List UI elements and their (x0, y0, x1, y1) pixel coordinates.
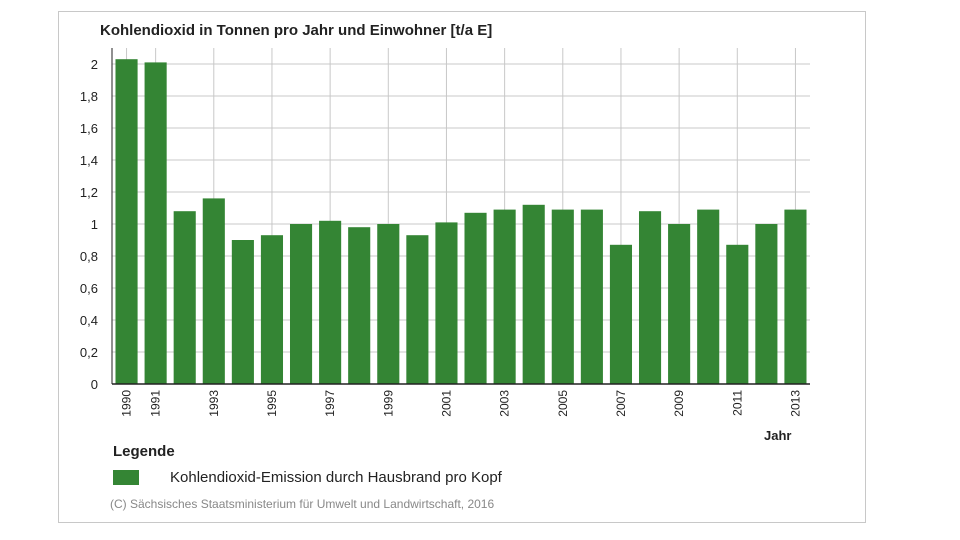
bar-2013 (784, 209, 807, 384)
y-tick-label: 1,6 (80, 121, 98, 136)
x-tick-label: 1991 (149, 390, 163, 417)
legend-title: Legende (113, 443, 175, 460)
y-tick-label: 0 (91, 377, 98, 392)
y-tick-label: 2 (91, 57, 98, 72)
x-tick-label: 2011 (730, 390, 744, 416)
bar-1997 (319, 220, 342, 384)
y-tick-label: 1 (91, 217, 98, 232)
bar-1993 (202, 198, 225, 384)
x-tick-label: 1997 (323, 390, 337, 417)
x-tick-label: 1995 (265, 390, 279, 417)
legend-label: Kohlendioxid-Emission durch Hausbrand pr… (170, 469, 502, 486)
copyright-notice: (C) Sächsisches Staatsministerium für Um… (110, 497, 495, 511)
y-tick-labels: 0 0,2 0,4 0,6 0,8 1 1,2 1,4 1,6 1,8 2 (80, 57, 98, 392)
y-tick-label: 0,6 (80, 281, 98, 296)
x-tick-label: 2005 (556, 390, 570, 417)
x-tick-labels: 1990 1991 1993 1995 1997 1999 2001 2003 2005 2007… (120, 390, 803, 417)
bar-2012 (755, 224, 778, 384)
axes (111, 48, 810, 385)
bar-1995 (260, 235, 284, 384)
x-tick-label: 1999 (381, 390, 395, 417)
bar-2007 (609, 244, 633, 384)
bar-1991 (144, 62, 167, 385)
x-axis-label: Jahr (764, 428, 792, 443)
y-tick-label: 0,2 (80, 345, 98, 360)
chart-title: Kohlendioxid in Tonnen pro Jahr und Einw… (100, 22, 493, 39)
bar-2001 (435, 222, 458, 384)
bar-1994 (231, 240, 254, 384)
bar-1990 (115, 59, 138, 384)
bar-2005 (551, 209, 574, 384)
bar-2002 (464, 212, 487, 384)
y-tick-label: 0,8 (80, 249, 98, 264)
bar-2004 (522, 204, 545, 384)
y-tick-label: 1,8 (80, 89, 98, 104)
bar-2011 (726, 244, 749, 384)
y-tick-label: 1,4 (80, 153, 98, 168)
bars (115, 59, 807, 385)
x-tick-label: 1993 (207, 390, 221, 417)
x-tick-label: 2009 (672, 390, 686, 417)
y-tick-label: 0,4 (80, 313, 98, 328)
x-tick-label: 2013 (788, 390, 802, 417)
bar-2003 (493, 209, 516, 384)
bar-2006 (580, 209, 603, 384)
bar-2009 (668, 224, 691, 384)
x-tick-label: 1990 (120, 390, 134, 417)
bar-1999 (377, 224, 400, 384)
x-tick-label: 2003 (498, 390, 512, 417)
bar-1992 (173, 211, 196, 384)
legend-swatch (113, 470, 139, 485)
bar-1998 (348, 227, 371, 384)
y-tick-label: 1,2 (80, 185, 98, 200)
bar-2010 (697, 209, 720, 384)
x-tick-label: 2001 (439, 390, 453, 417)
bar-1996 (289, 224, 313, 384)
bar-2000 (406, 235, 429, 384)
x-tick-label: 2007 (614, 390, 628, 417)
bar-2008 (638, 211, 662, 384)
